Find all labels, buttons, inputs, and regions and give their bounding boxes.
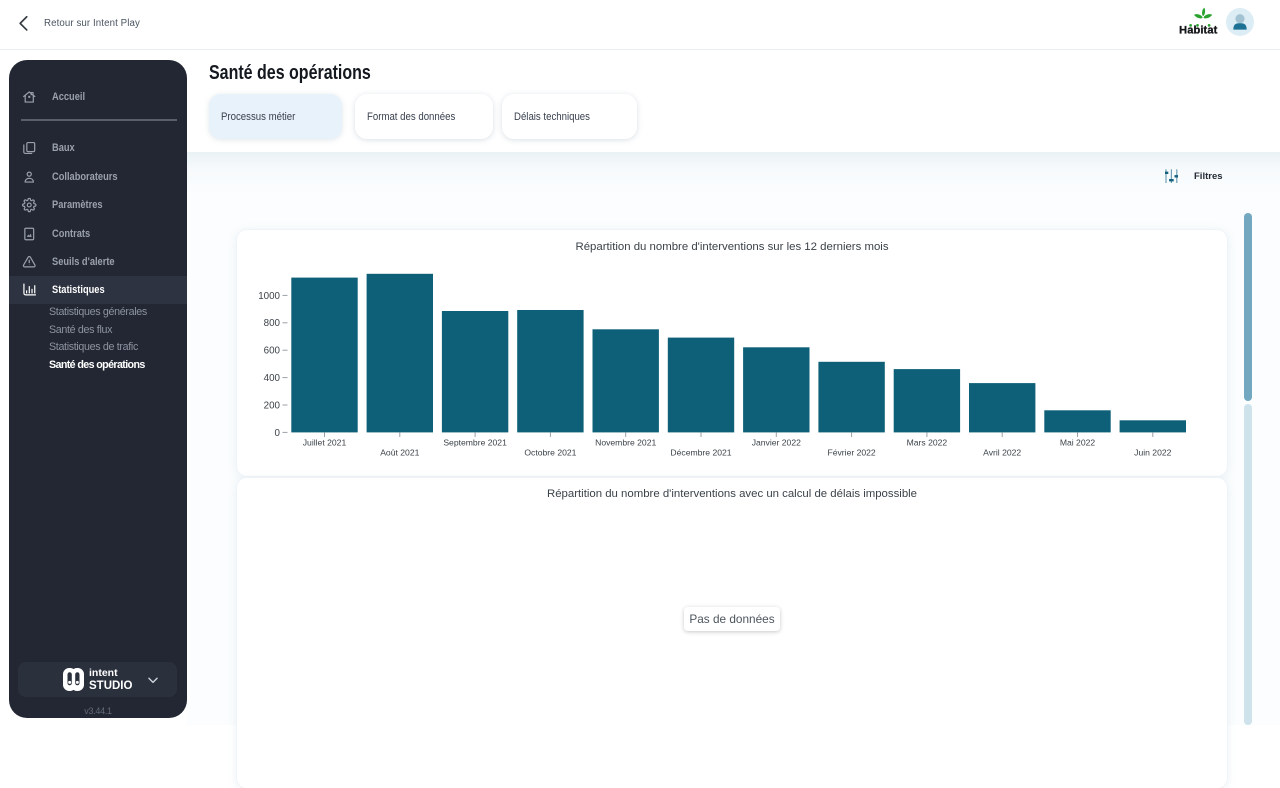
svg-text:Septembre 2021: Septembre 2021 [443,438,507,448]
svg-text:Répartition du nombre d'interv: Répartition du nombre d'interventions su… [575,241,888,253]
svg-text:Décembre 2021: Décembre 2021 [670,448,731,458]
svg-text:0: 0 [275,428,281,439]
svg-text:800: 800 [264,318,281,329]
svg-text:200: 200 [264,400,281,411]
svg-text:Avril 2022: Avril 2022 [983,448,1021,458]
svg-text:Février 2022: Février 2022 [827,448,875,458]
svg-text:Novembre 2021: Novembre 2021 [595,438,656,448]
svg-text:Octobre 2021: Octobre 2021 [524,448,576,458]
svg-text:Janvier 2022: Janvier 2022 [752,438,801,448]
svg-text:Juin 2022: Juin 2022 [1134,448,1171,458]
svg-text:Mars 2022: Mars 2022 [907,438,948,448]
svg-text:Mai 2022: Mai 2022 [1060,438,1096,448]
svg-text:600: 600 [264,346,281,357]
svg-text:Août 2021: Août 2021 [380,448,419,458]
svg-text:Juillet 2021: Juillet 2021 [303,438,347,448]
svg-text:400: 400 [264,373,281,384]
svg-text:Habitat: Habitat [1179,24,1218,36]
svg-text:1000: 1000 [258,291,280,302]
